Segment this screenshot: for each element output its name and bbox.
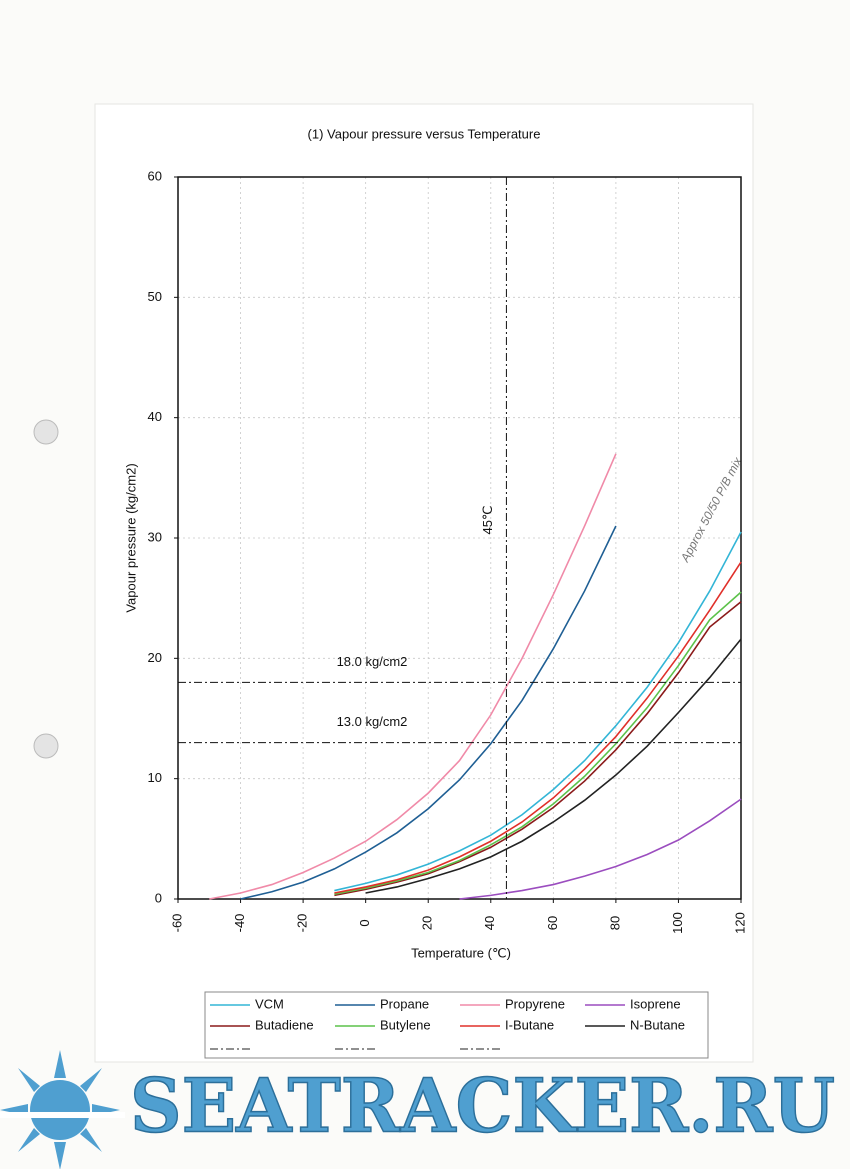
y-axis-label: Vapour pressure (kg/cm2) xyxy=(123,463,138,612)
x-tick-label: 40 xyxy=(482,916,497,930)
y-tick-label: 60 xyxy=(148,168,162,183)
logo-sun xyxy=(30,1080,90,1140)
x-tick-label: 60 xyxy=(545,916,560,930)
series-line xyxy=(240,525,617,900)
legend-box xyxy=(204,991,709,1059)
x-tick-label: 80 xyxy=(607,916,622,930)
series-line xyxy=(334,531,742,892)
y-tick-label: 30 xyxy=(148,529,162,544)
legend-label: Butylene xyxy=(380,1017,431,1032)
series-line xyxy=(209,453,617,900)
legend-label: N-Butane xyxy=(630,1017,685,1032)
reference-label: 18.0 kg/cm2 xyxy=(337,654,408,669)
series-line xyxy=(334,561,742,894)
legend-label: Propane xyxy=(380,996,429,1011)
punch-hole xyxy=(33,733,59,759)
legend-label: I-Butane xyxy=(505,1017,554,1032)
x-tick-label: -40 xyxy=(232,914,247,933)
paper xyxy=(94,103,754,1063)
legend-label: Propyrene xyxy=(505,996,565,1011)
y-tick-label: 20 xyxy=(148,650,162,665)
x-tick-label: 0 xyxy=(357,919,372,926)
x-tick-label: -60 xyxy=(169,914,184,933)
y-tick-label: 10 xyxy=(148,770,162,785)
legend-label: Isoprene xyxy=(630,996,681,1011)
y-tick-label: 40 xyxy=(148,409,162,424)
x-tick-label: 100 xyxy=(670,912,685,934)
x-tick-label: -20 xyxy=(295,914,310,933)
y-tick-label: 50 xyxy=(148,289,162,304)
x-tick-label: 20 xyxy=(420,916,435,930)
legend-label: Butadiene xyxy=(255,1017,314,1032)
punch-hole xyxy=(33,419,59,445)
series-line xyxy=(365,638,742,894)
series-line xyxy=(334,601,742,897)
watermark: SEATRACKER.RU xyxy=(130,1064,835,1150)
reference-label: 13.0 kg/cm2 xyxy=(337,714,408,729)
series-line xyxy=(334,591,742,895)
logo-rays xyxy=(0,1050,120,1169)
logo-stripe xyxy=(0,1112,125,1118)
x-tick-label: 120 xyxy=(732,912,747,934)
chart-title: (1) Vapour pressure versus Temperature xyxy=(308,126,541,141)
legend-label: VCM xyxy=(255,996,284,1011)
y-tick-label: 0 xyxy=(155,890,162,905)
reference-label: 45℃ xyxy=(480,505,495,534)
x-axis-label: Temperature (℃) xyxy=(411,945,511,960)
watermark-logo xyxy=(0,1050,125,1169)
